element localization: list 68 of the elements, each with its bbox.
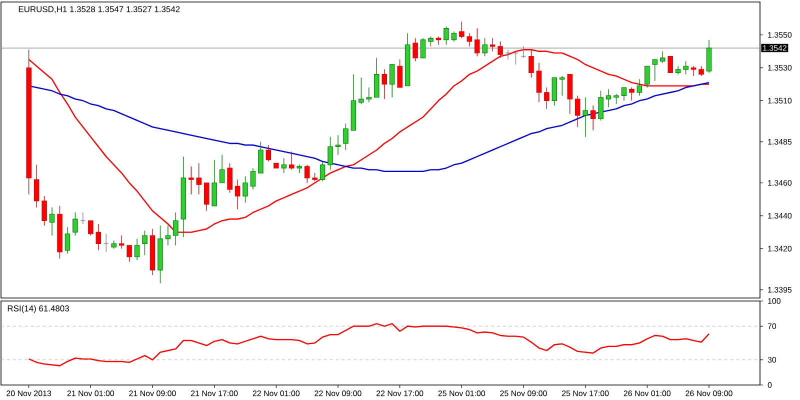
candlestick	[34, 164, 40, 208]
candlestick	[242, 176, 248, 203]
candlestick	[382, 69, 387, 100]
candlestick	[412, 38, 418, 62]
candlestick	[204, 182, 210, 212]
candlestick	[250, 168, 256, 190]
candlestick	[698, 66, 704, 76]
candlestick	[459, 21, 464, 39]
candlestick	[544, 87, 550, 110]
candlestick	[474, 28, 480, 57]
candlestick	[466, 32, 472, 47]
candlestick	[196, 162, 202, 195]
candlestick	[335, 134, 341, 156]
candlestick	[629, 87, 634, 102]
candlestick	[72, 212, 78, 236]
candlestick	[358, 77, 364, 104]
candlestick	[652, 59, 658, 82]
candlestick	[420, 38, 426, 58]
candlestick	[614, 94, 619, 104]
candlestick	[227, 162, 232, 194]
candlestick	[389, 64, 395, 98]
candlestick	[126, 245, 132, 262]
candlestick	[64, 226, 70, 254]
candlestick	[212, 160, 217, 206]
candlestick	[366, 87, 372, 103]
candlestick	[574, 95, 580, 128]
candlestick	[88, 220, 94, 236]
candlestick	[173, 212, 178, 246]
candlestick	[683, 60, 688, 75]
candlestick	[590, 105, 596, 131]
candlestick	[281, 158, 287, 174]
candlestick	[188, 166, 194, 195]
candlestick	[397, 59, 402, 88]
candlestick	[343, 123, 348, 150]
candlestick	[165, 225, 171, 246]
candlestick	[598, 90, 604, 121]
chart-title: EURUSD,H1 1.3528 1.3547 1.3527 1.3542	[18, 6, 180, 14]
candlestick	[444, 26, 449, 46]
candlestick	[513, 50, 518, 65]
candlestick	[552, 77, 558, 106]
candlestick	[428, 36, 434, 47]
candlestick	[706, 39, 712, 74]
candlestick	[660, 50, 666, 64]
candlestick	[266, 144, 272, 162]
candlestick	[49, 207, 55, 236]
candlestick	[219, 154, 225, 184]
candlestick	[328, 136, 333, 170]
candlestick	[234, 179, 240, 210]
candlestick	[644, 66, 650, 88]
candlestick	[289, 151, 294, 170]
candlestick	[482, 38, 488, 57]
candlestick	[560, 76, 565, 96]
candlestick	[636, 78, 642, 96]
candlestick	[374, 58, 380, 98]
candlestick	[451, 31, 457, 42]
candlestick	[134, 238, 140, 261]
candlestick	[668, 56, 673, 74]
candlestick	[621, 87, 627, 102]
candlestick	[142, 230, 148, 256]
candlestick	[96, 224, 102, 251]
candlestick	[536, 62, 542, 103]
candlestick	[258, 141, 264, 174]
candlestick	[304, 164, 310, 184]
candlestick	[606, 88, 612, 108]
candlestick	[320, 161, 326, 182]
chart-title: RSI(14) 61.4803	[8, 305, 69, 314]
candlestick	[42, 196, 47, 226]
candlestick	[582, 97, 588, 138]
